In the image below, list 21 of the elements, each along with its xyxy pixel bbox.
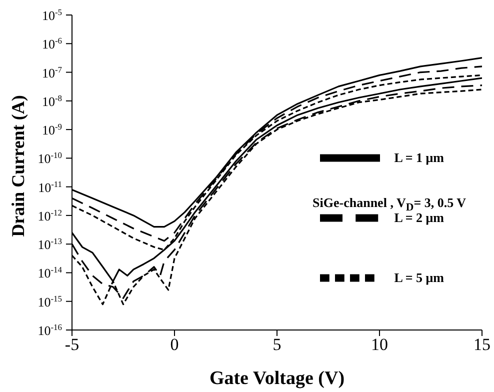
y-tick-label: 10$^{-9}$ [42, 122, 62, 138]
y-tick-label: 10$^{-5}$ [42, 7, 62, 23]
x-tick-label: 15 [474, 335, 490, 354]
x-tick-label: 5 [272, 335, 282, 354]
y-tick-label: 10$^{-6}$ [42, 36, 62, 52]
y-tick-label: 10$^{-11}$ [38, 178, 62, 195]
x-tick-label: 10 [371, 335, 388, 354]
y-axis-title: Drain Current (A) [8, 95, 28, 237]
y-tick-label: 10$^{-12}$ [38, 207, 62, 224]
y-tick-label: 10$^{-13}$ [38, 236, 62, 252]
y-tick-label: 10$^{-16}$ [38, 322, 62, 338]
x-tick-label: 0 [170, 335, 179, 354]
y-tick-label: 10$^{-14}$ [38, 264, 63, 281]
y-tick-label: 10$^{-15}$ [38, 293, 62, 310]
y-tick-label: 10$^{-10}$ [38, 150, 62, 166]
legend-label: L = 1 μm [394, 150, 444, 165]
y-tick-label: 10$^{-8}$ [42, 92, 62, 109]
legend-label: L = 5 μm [394, 270, 444, 285]
x-axis-title: Gate Voltage (V) [209, 368, 345, 389]
y-tick-label: 10$^{-7}$ [42, 64, 62, 80]
x-tick-label: -5 [64, 335, 80, 354]
